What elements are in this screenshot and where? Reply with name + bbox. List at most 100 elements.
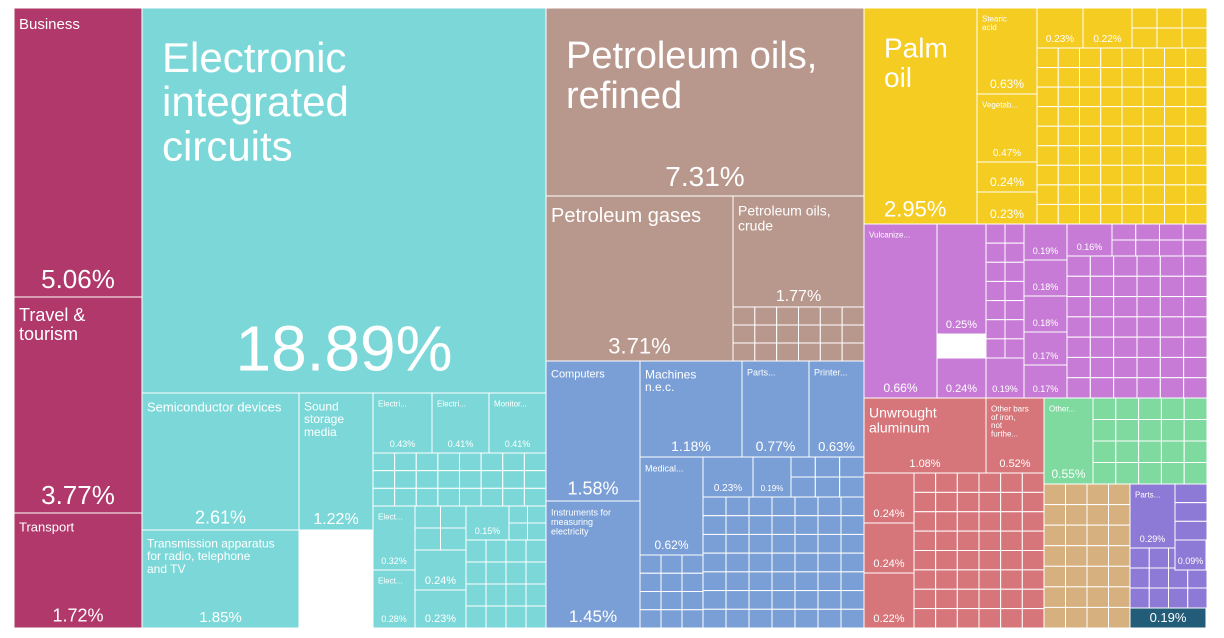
treemap-cell[interactable]: 0.16% (1066, 223, 1113, 257)
treemap-cell-rect (545, 195, 734, 362)
treemap-cell[interactable]: 0.17% (1023, 331, 1068, 366)
treemap-cell-minor (1174, 520, 1208, 541)
treemap-cell-minor (508, 505, 528, 524)
treemap-cell[interactable]: 0.24% (863, 472, 915, 524)
treemap-cell-minor (1136, 336, 1161, 358)
treemap-cell[interactable]: Semiconductor devices 2.61% (141, 392, 300, 531)
treemap-cell-minor (1100, 145, 1123, 166)
treemap-cell[interactable]: 0.23% (414, 589, 467, 629)
treemap-cell-minor (1000, 491, 1023, 513)
treemap-cell-minor (1136, 356, 1161, 379)
treemap-cell-minor (817, 590, 842, 610)
treemap-cell-minor (1086, 483, 1109, 506)
treemap-cell[interactable]: 0.24% (976, 161, 1038, 193)
treemap-cell-minor (956, 511, 980, 532)
treemap-cell[interactable]: Transport 1.72% (13, 512, 143, 629)
treemap-cell[interactable]: 0.19% (1023, 223, 1068, 261)
treemap-cell[interactable]: 0.24% (863, 522, 915, 574)
treemap-cell[interactable]: Business 5.06% (13, 7, 143, 298)
treemap-cell[interactable]: 0.24% (414, 549, 467, 591)
treemap-cell[interactable]: 0.23% (976, 191, 1038, 225)
treemap-cell[interactable]: Elect... 0.32% (372, 505, 416, 571)
treemap-cell[interactable]: Travel &tourism 3.77% (13, 296, 143, 514)
treemap-cell-rect (141, 392, 300, 531)
treemap-cell-minor (935, 472, 958, 493)
treemap-cell-minor (771, 533, 796, 554)
treemap-cell[interactable]: 0.24% (936, 357, 987, 399)
treemap-cell-minor (1181, 7, 1208, 29)
treemap-cell[interactable]: 0.19% (752, 456, 792, 498)
treemap-cell-minor (480, 470, 504, 489)
treemap-cell[interactable]: Electri... 0.43% (372, 392, 433, 454)
treemap-cell-minor (776, 342, 800, 362)
treemap-cell-minor (840, 533, 865, 554)
treemap-cell-value: 0.19% (761, 484, 784, 493)
treemap-cell[interactable]: Parts... 0.77% (741, 360, 810, 458)
treemap-cell[interactable]: Computers 1.58% (545, 360, 641, 502)
treemap-cell-minor (817, 571, 842, 592)
treemap-cell-minor (794, 552, 819, 573)
treemap-cell-minor (819, 306, 843, 326)
treemap-cell[interactable]: Electri... 0.41% (431, 392, 490, 454)
treemap-cell-minor (771, 608, 796, 629)
treemap-cell[interactable]: Vegetab... 0.47% (976, 93, 1038, 163)
treemap-cell-rect (1082, 7, 1133, 49)
treemap-cell[interactable]: 0.19% (1129, 607, 1207, 629)
treemap-cell-label: Unwrought (869, 405, 937, 421)
treemap-cell-minor (372, 487, 396, 507)
treemap-cell[interactable]: Petroleum oils,crude 1.77% (732, 195, 865, 308)
treemap-cell[interactable]: 0.23% (1036, 7, 1084, 49)
treemap-cell-minor (1168, 587, 1189, 609)
treemap-cell[interactable]: 0.25% (936, 223, 987, 335)
treemap-cell[interactable]: Monitor... 0.41% (488, 392, 547, 454)
treemap-cell[interactable]: Printer... 0.63% (808, 360, 865, 458)
treemap-cell[interactable]: 0.09% (1174, 539, 1207, 571)
treemap-cell-minor (1036, 145, 1059, 166)
treemap-cell[interactable]: 0.15% (465, 505, 510, 541)
treemap-cell-minor (702, 608, 727, 629)
treemap-cell-minor (1136, 316, 1161, 338)
treemap-cell-minor (660, 554, 683, 574)
treemap-cell[interactable]: Petroleum gases 3.71% (545, 195, 734, 362)
treemap-cell[interactable]: Elect... 0.28% (372, 569, 416, 629)
treemap-cell-minor (1121, 106, 1144, 127)
treemap-cell-minor (485, 605, 507, 629)
treemap-cell-minor (1065, 483, 1088, 506)
treemap-cell-minor (1066, 275, 1091, 298)
treemap-cell-minor (1036, 125, 1059, 147)
treemap-cell-minor (414, 527, 441, 551)
treemap-cell-minor (1187, 587, 1208, 609)
treemap-cell[interactable]: 0.18% (1023, 295, 1068, 333)
treemap-cell-label: Other... (1049, 404, 1075, 413)
treemap-cell[interactable]: 0.23% (702, 456, 754, 498)
treemap-cell-minor (465, 583, 487, 607)
treemap-cell-value: 0.25% (946, 319, 977, 331)
treemap-cell[interactable]: 0.22% (1082, 7, 1133, 49)
treemap-cell-minor (1185, 164, 1208, 186)
treemap-cell-value: 0.23% (714, 483, 742, 494)
treemap-cell-minor (1066, 255, 1091, 277)
treemap-cell[interactable]: Petroleum oils,refined 7.31% (545, 7, 865, 197)
treemap-cell-label: Printer... (814, 367, 848, 377)
treemap-cell[interactable]: Other... 0.55% (1043, 397, 1094, 485)
treemap-cell-minor (725, 552, 750, 573)
treemap-cell-minor (1121, 145, 1144, 166)
treemap-cell[interactable]: 0.19% (985, 357, 1025, 399)
treemap-cell-minor (1135, 239, 1160, 257)
treemap-cell[interactable]: 0.22% (863, 572, 915, 629)
treemap-cell[interactable]: Vulcanize... 0.66% (863, 223, 938, 399)
treemap-cell[interactable]: 0.18% (1023, 259, 1068, 297)
treemap-cell[interactable]: Parts... 0.29% (1129, 483, 1176, 549)
treemap-cell[interactable]: Medical... 0.62% (639, 456, 704, 556)
treemap-cell-minor (794, 571, 819, 592)
treemap-cell[interactable]: 0.17% (1023, 364, 1068, 399)
